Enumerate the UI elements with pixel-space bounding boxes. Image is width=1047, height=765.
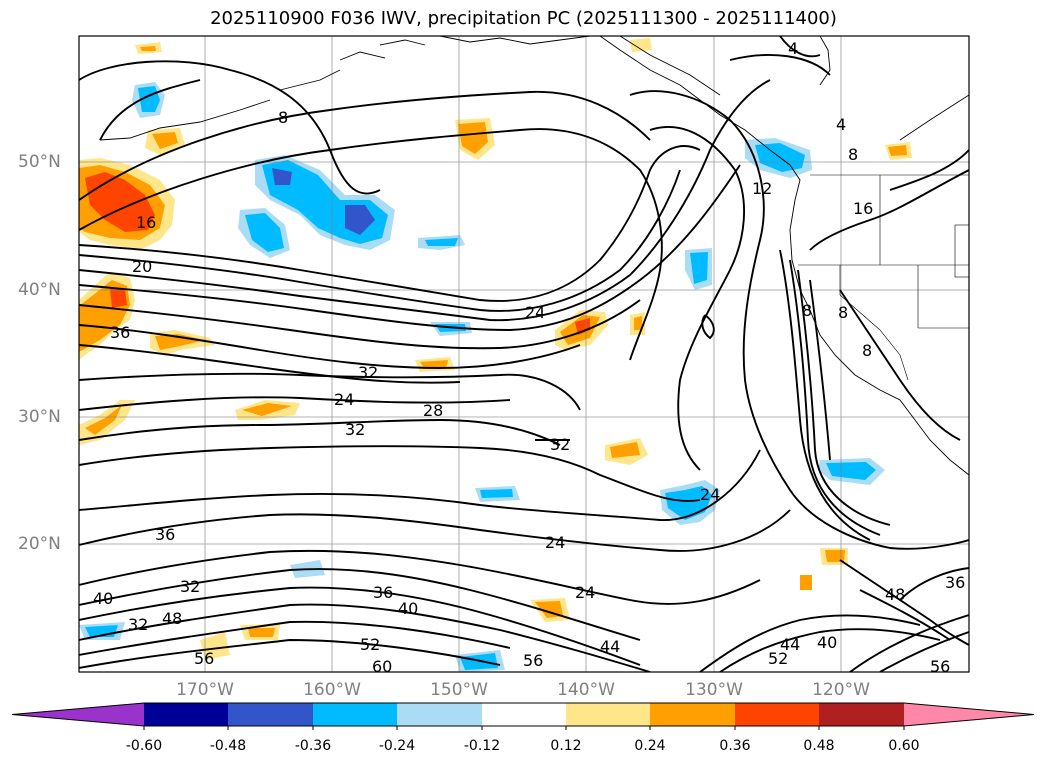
- contour-label: 52: [768, 649, 788, 668]
- contour-label: 56: [194, 649, 214, 668]
- colorbar-tick-label: -0.36: [294, 738, 332, 754]
- contour-label: 36: [945, 573, 965, 592]
- contour-label: 4: [836, 115, 846, 134]
- contour-label: 8: [802, 301, 812, 320]
- colorbar-tick-label: 0.12: [550, 738, 582, 754]
- colorbar-tick-label: -0.24: [378, 738, 416, 754]
- lon-label-150w: 150°W: [430, 680, 488, 700]
- map-title: 2025110900 F036 IWV, precipitation PC (2…: [210, 8, 837, 29]
- contour-label: 40: [398, 599, 418, 618]
- lon-label-140w: 140°W: [557, 680, 615, 700]
- colorbar-segment: [482, 703, 566, 726]
- contour-label: 8: [848, 145, 858, 164]
- contour-label: 48: [162, 609, 182, 628]
- colorbar-tick-label: 0.48: [803, 738, 835, 754]
- lat-label-20n: 20°N: [18, 534, 61, 554]
- contour-label: 56: [523, 651, 543, 670]
- contour-label: 32: [345, 420, 365, 439]
- lon-label-120w: 120°W: [812, 680, 870, 700]
- contour-label: 44: [780, 635, 800, 654]
- contour-label: 20: [132, 257, 152, 276]
- colorbar-segment: [904, 703, 1034, 726]
- contour-label: 4: [788, 39, 798, 58]
- contour-label: 12: [752, 179, 772, 198]
- colorbar-segment: [313, 703, 397, 726]
- contour-label: 60: [372, 657, 392, 676]
- contour-label: 16: [136, 213, 156, 232]
- colorbar-tick-label: 0.36: [719, 738, 751, 754]
- colorbar-segment: [566, 703, 650, 726]
- contour-label: 24: [525, 303, 545, 322]
- lon-label-160w: 160°W: [303, 680, 361, 700]
- contour-label: 16: [853, 199, 873, 218]
- colorbar: [11, 702, 1035, 730]
- iwv-contours: [79, 36, 969, 672]
- colorbar-segment: [819, 703, 904, 726]
- contour-label: 40: [817, 633, 837, 652]
- contour-label: 56: [930, 657, 950, 676]
- colorbar-segment: [228, 703, 313, 726]
- colorbar-tick-label: -0.12: [463, 738, 501, 754]
- contour-label: 36: [155, 525, 175, 544]
- colorbar-segment: [735, 703, 819, 726]
- lat-label-30n: 30°N: [18, 407, 61, 427]
- contour-label: 52: [360, 635, 380, 654]
- contour-label: 36: [373, 583, 393, 602]
- contour-label: 8: [838, 303, 848, 322]
- colorbar-tick-label: -0.48: [209, 738, 247, 754]
- colorbar-segment: [650, 703, 735, 726]
- contour-label: 24: [575, 583, 595, 602]
- lon-label-130w: 130°W: [685, 680, 743, 700]
- contour-label: 32: [180, 577, 200, 596]
- precipitation-shading: [79, 38, 912, 672]
- colorbar-tick-label: 0.24: [634, 738, 666, 754]
- contour-label: 8: [278, 108, 288, 127]
- contour-label: 48: [885, 585, 905, 604]
- lon-label-170w: 170°W: [176, 680, 234, 700]
- state-borders: [798, 174, 969, 381]
- map-frame: [78, 35, 970, 673]
- contour-label: 8: [862, 341, 872, 360]
- colorbar-segment: [12, 703, 144, 726]
- contour-label: 24: [334, 390, 354, 409]
- contour-label: 40: [93, 589, 113, 608]
- contour-label: 32: [358, 363, 378, 382]
- contour-label: 36: [110, 323, 130, 342]
- lat-label-40n: 40°N: [18, 280, 61, 300]
- contour-label: 28: [423, 401, 443, 420]
- contour-label: 44: [600, 637, 620, 656]
- colorbar-segment: [144, 703, 228, 726]
- contour-label-group: 4 8 4 8 12 16 8 8 8 16 20 24 36 32 24 28…: [93, 39, 965, 676]
- colorbar-tick-label: 0.60: [888, 738, 920, 754]
- colorbar-tick-label: -0.60: [125, 738, 163, 754]
- coastlines: [99, 36, 969, 476]
- graticule: [79, 36, 969, 672]
- contour-label: 32: [128, 615, 148, 634]
- contour-label: 24: [700, 485, 720, 504]
- contour-label: 24: [545, 533, 565, 552]
- lat-label-50n: 50°N: [18, 152, 61, 172]
- colorbar-segment: [397, 703, 482, 726]
- contour-label: 32: [550, 435, 570, 454]
